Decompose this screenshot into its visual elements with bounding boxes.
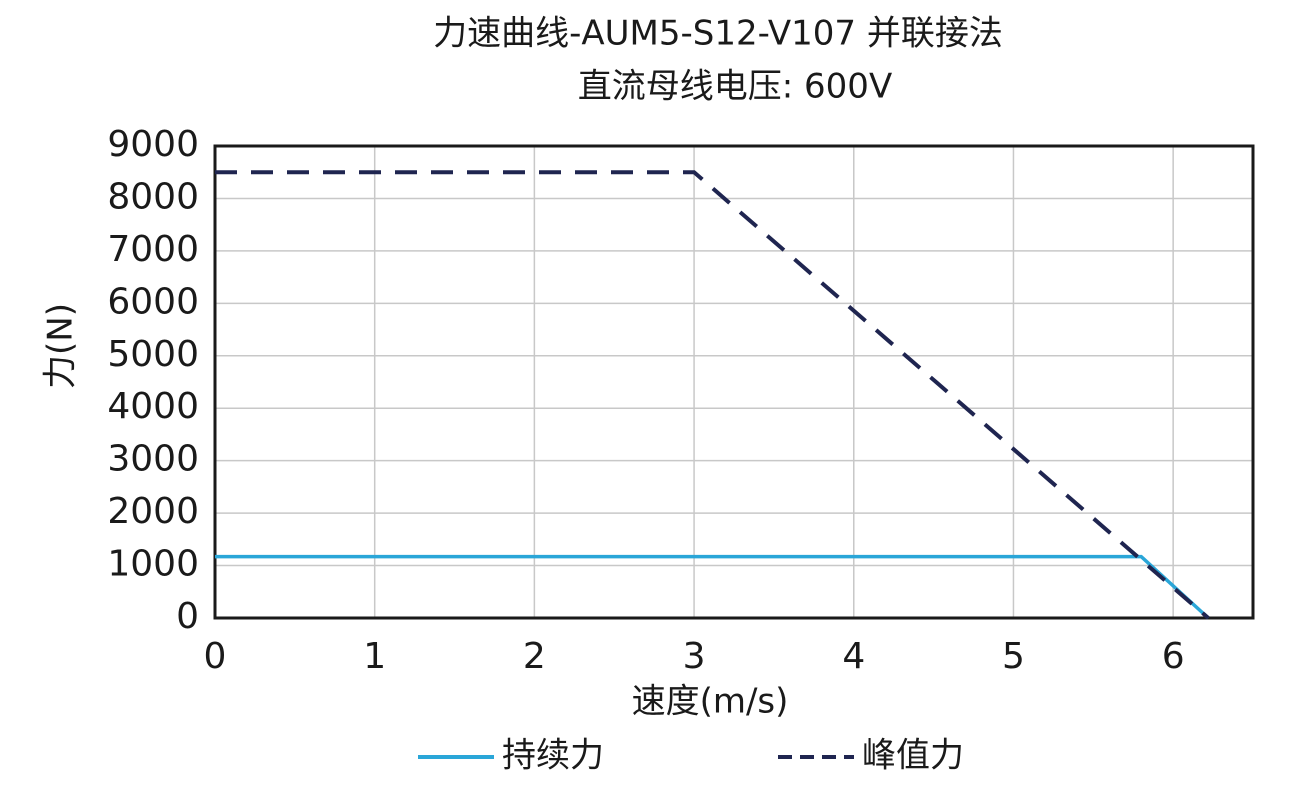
y-tick-label: 0 — [176, 596, 199, 637]
legend-label: 峰值力 — [862, 736, 964, 776]
series-line — [215, 170, 1210, 620]
y-tick-label: 6000 — [107, 281, 199, 322]
y-tick-label: 7000 — [107, 229, 199, 270]
y-tick-label: 2000 — [107, 491, 199, 532]
x-tick-label: 5 — [1002, 636, 1025, 677]
y-tick-label: 3000 — [107, 439, 199, 480]
x-tick-label: 0 — [204, 636, 227, 677]
x-tick-label: 4 — [842, 636, 865, 677]
plot-frame — [213, 144, 1255, 620]
y-tick-label: 1000 — [107, 544, 199, 585]
x-axis-label: 速度(m/s) — [632, 682, 789, 722]
y-axis-label: 力(N) — [41, 303, 81, 389]
y-tick-label: 4000 — [107, 386, 199, 427]
chart-title: 力速曲线-AUM5-S12-V107 并联接法 — [433, 14, 1003, 54]
x-tick-label: 2 — [523, 636, 546, 677]
legend-label: 持续力 — [502, 736, 604, 776]
y-tick-label: 5000 — [107, 334, 199, 375]
y-tick-label: 9000 — [107, 124, 199, 165]
x-tick-label: 6 — [1162, 636, 1185, 677]
x-tick-label: 3 — [683, 636, 706, 677]
chart-subtitle: 直流母线电压: 600V — [578, 67, 892, 107]
y-tick-label: 8000 — [107, 176, 199, 217]
x-tick-label: 1 — [363, 636, 386, 677]
